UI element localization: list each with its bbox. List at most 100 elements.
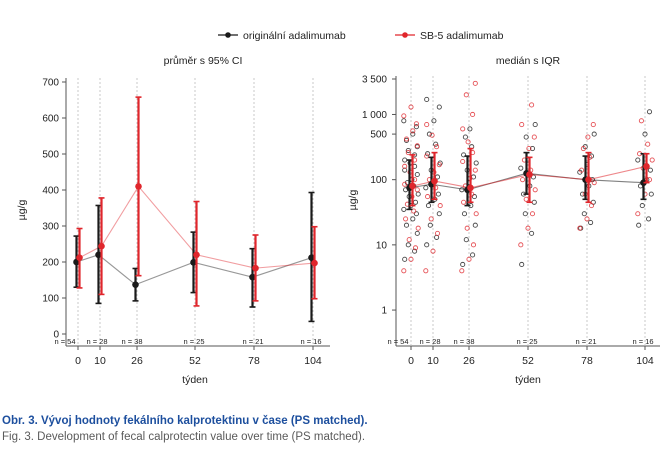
x-tick-label: 0 <box>408 355 414 367</box>
data-point <box>465 139 471 145</box>
mean-point <box>135 183 142 190</box>
data-point <box>403 222 410 228</box>
mean-point <box>193 251 200 259</box>
data-point <box>437 203 443 209</box>
data-point <box>588 203 595 209</box>
data-point <box>460 158 466 165</box>
data-point <box>414 143 420 149</box>
mean-point <box>132 281 139 288</box>
data-point <box>649 157 655 163</box>
data-point <box>591 131 597 137</box>
n-label: n = 54 <box>54 337 75 346</box>
data-point <box>523 134 529 140</box>
y-tick-label: 500 <box>42 150 59 161</box>
data-point <box>415 225 421 231</box>
data-point <box>433 141 439 147</box>
data-point <box>414 171 420 178</box>
y-tick-label: 500 <box>370 130 387 141</box>
data-point <box>413 211 419 217</box>
data-point <box>436 211 442 217</box>
n-label: n = 16 <box>632 337 653 346</box>
y-tick-label: 10 <box>376 240 388 251</box>
y-tick-label: 1 000 <box>362 110 387 121</box>
figure-caption-english: Fig. 3. Development of fecal calprotecti… <box>2 431 366 443</box>
data-point <box>410 216 416 222</box>
data-point <box>467 126 473 132</box>
x-tick-label: 78 <box>581 355 593 367</box>
data-point <box>463 92 469 98</box>
data-point <box>408 104 414 110</box>
data-point <box>401 268 407 274</box>
data-point <box>588 219 594 226</box>
data-point <box>473 160 479 166</box>
data-point <box>529 211 536 217</box>
x-tick-label: 10 <box>427 355 439 367</box>
y-tick-label: 1 <box>381 306 387 317</box>
data-point <box>518 165 524 171</box>
y-tick-label: 300 <box>42 222 59 233</box>
data-point <box>463 237 469 243</box>
data-point <box>577 225 583 231</box>
data-point <box>402 181 408 187</box>
data-point <box>518 242 524 248</box>
median-point <box>431 177 438 185</box>
data-point <box>646 109 653 115</box>
data-point <box>403 216 409 222</box>
legend-marker-sb5 <box>402 32 408 38</box>
data-point <box>647 167 653 173</box>
data-point <box>413 124 419 130</box>
data-point <box>424 122 430 128</box>
mean-point <box>249 273 256 281</box>
data-point <box>412 248 418 254</box>
data-point <box>414 187 420 193</box>
data-point <box>462 134 468 140</box>
data-point <box>403 136 410 142</box>
data-point <box>427 222 433 228</box>
legend-label-original: originální adalimumab <box>243 30 346 42</box>
data-point <box>526 146 532 152</box>
data-point <box>415 191 421 197</box>
n-label: n = 21 <box>575 337 596 346</box>
mean-point <box>252 264 259 272</box>
data-point <box>466 256 472 262</box>
data-point <box>590 122 596 128</box>
mean-point <box>98 242 105 250</box>
median-point <box>409 182 416 190</box>
x-tick-label: 104 <box>304 355 322 367</box>
legend: originální adalimumab SB-5 adalimumab <box>218 30 504 42</box>
data-point <box>405 147 411 154</box>
data-point <box>405 150 411 156</box>
data-point <box>405 242 411 248</box>
y-tick-label: 3 500 <box>362 75 387 86</box>
data-point <box>401 113 407 119</box>
median-point <box>526 171 533 178</box>
mean-point <box>311 259 318 267</box>
data-point <box>646 216 652 222</box>
y-tick-label: 100 <box>42 294 59 305</box>
data-point <box>425 203 432 209</box>
mean-point <box>308 254 315 261</box>
data-point <box>436 104 442 110</box>
x-axis-label: týden <box>182 374 208 386</box>
y-tick-label: 400 <box>42 186 59 197</box>
data-point <box>581 211 587 217</box>
data-point <box>426 131 432 137</box>
data-point <box>472 167 478 173</box>
data-point <box>424 242 430 248</box>
data-point <box>579 167 585 173</box>
data-point <box>532 122 538 128</box>
x-tick-label: 52 <box>522 355 534 367</box>
median-point <box>643 163 650 170</box>
data-point <box>411 208 417 214</box>
x-axis-label: týden <box>515 374 541 386</box>
y-axis-label: µg/g <box>347 190 359 211</box>
data-point <box>635 211 641 217</box>
data-point <box>425 194 431 200</box>
data-point <box>429 132 435 138</box>
y-axis-label: µg/g <box>16 200 28 221</box>
n-label: n = 16 <box>300 337 321 346</box>
data-point <box>434 234 440 240</box>
data-point <box>585 134 591 140</box>
